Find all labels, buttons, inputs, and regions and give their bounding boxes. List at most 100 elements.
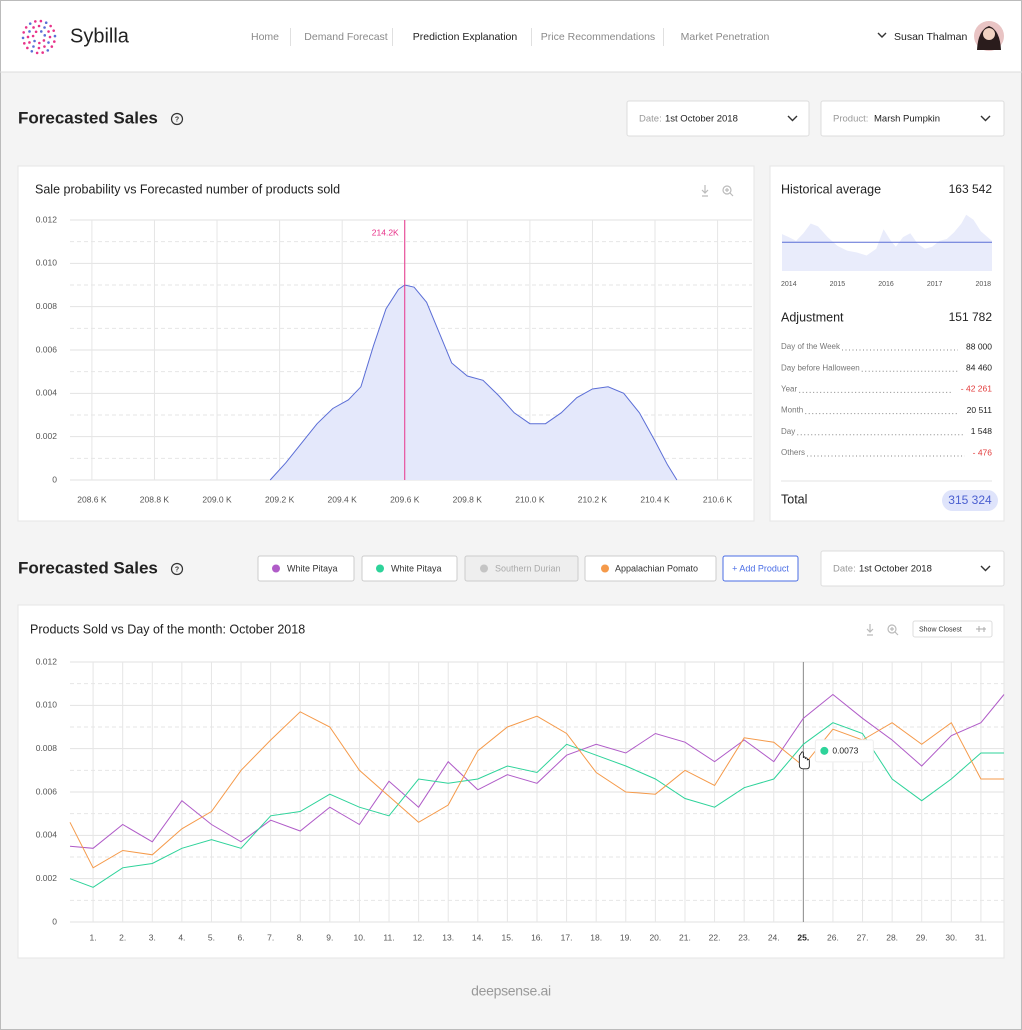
add-product[interactable]: + Add Product — [722, 555, 799, 582]
product-chip[interactable]: White Pitaya — [257, 555, 355, 582]
chip-dot — [601, 564, 609, 573]
chart-title: Products Sold vs Day of the month: Octob… — [30, 622, 305, 636]
x-tick-label: 209.8 K — [453, 494, 483, 504]
y-tick-label: 0.006 — [36, 344, 58, 354]
x-tick-label: 210.4 K — [640, 494, 670, 504]
y-tick-label: 0 — [52, 916, 57, 926]
date-dropdown[interactable]: Date: 1st October 2018 — [820, 550, 1005, 587]
chip-dot — [480, 564, 488, 573]
logo-dot — [26, 35, 30, 39]
nav-item[interactable]: Demand Forecast — [304, 31, 388, 43]
total-value: 315 324 — [948, 493, 992, 507]
x-tick-label: 2017 — [927, 281, 943, 288]
x-tick-label: 2014 — [781, 281, 797, 288]
series-line — [69, 722, 1004, 888]
adjustment-value: 84 460 — [966, 362, 992, 372]
x-tick-label: 20. — [649, 932, 661, 942]
x-tick-label: 209.6 K — [390, 494, 420, 504]
date-dropdown[interactable]: Date: 1st October 2018 — [626, 100, 810, 137]
dropdown-value: Marsh Pumpkin — [874, 114, 940, 125]
x-tick-label: 11. — [383, 932, 394, 942]
y-tick-label: 0.002 — [36, 873, 58, 883]
user-chevron[interactable] — [877, 32, 887, 38]
x-tick-label: 16. — [531, 932, 543, 942]
y-tick-label: 0.010 — [36, 700, 58, 710]
adjustment-value: 151 782 — [949, 310, 993, 324]
x-tick-label: 24. — [768, 932, 780, 942]
zoom-icon[interactable] — [722, 185, 734, 197]
series-line — [69, 711, 1004, 869]
tooltip-box — [814, 739, 874, 763]
logo-dot — [34, 30, 38, 34]
x-tick-label: 3. — [149, 932, 156, 942]
adjustment-value: 1 548 — [971, 426, 993, 436]
nav-item[interactable]: Prediction Explanation — [413, 31, 518, 43]
chip-label: White Pitaya — [391, 563, 442, 573]
logo-dot — [33, 39, 36, 43]
header — [1, 1, 1021, 72]
logo-dot — [48, 35, 52, 39]
show-closest[interactable]: Show Closest — [912, 620, 993, 638]
adjustment-label: Others — [781, 448, 805, 457]
nav-item[interactable]: Price Recommendations — [541, 31, 655, 43]
section-title: Forecasted Sales — [18, 558, 158, 577]
area-fill — [270, 285, 677, 480]
x-tick-label: 5. — [208, 932, 215, 942]
logo-dot — [44, 21, 48, 25]
chip-label: White Pitaya — [287, 563, 338, 573]
dropdown-box[interactable] — [820, 100, 1005, 137]
x-tick-label: 209.0 K — [202, 494, 232, 504]
x-tick-label: 10. — [354, 932, 366, 942]
chevron — [980, 565, 991, 572]
zoom-icon[interactable] — [887, 624, 899, 636]
logo-dot — [39, 30, 43, 33]
y-tick-label: 0.004 — [36, 388, 58, 398]
logo-dot — [47, 41, 50, 44]
help-icon[interactable] — [170, 112, 184, 126]
download-icon[interactable] — [701, 185, 709, 197]
avatar-face — [983, 28, 995, 40]
x-tick-label: 15. — [501, 932, 513, 942]
sparkline-area — [782, 214, 992, 271]
x-tick-label: 208.6 K — [77, 494, 107, 504]
x-tick-label: 210.2 K — [578, 494, 608, 504]
dropdown-box[interactable] — [626, 100, 810, 137]
nav-item[interactable]: Home — [251, 31, 279, 43]
historical-title: Historical average — [781, 182, 881, 196]
brand: Sybilla — [70, 25, 130, 47]
logo-dot — [52, 29, 55, 32]
product-chip-inactive[interactable]: Southern Durian — [464, 555, 579, 582]
adjustment-value: - 476 — [973, 447, 993, 457]
y-tick-label: 0.012 — [36, 656, 58, 666]
cursor — [798, 751, 810, 770]
logo-dot — [28, 22, 32, 25]
logo-dot — [37, 24, 41, 28]
nav-item[interactable]: Market Penetration — [681, 31, 770, 43]
product-chip[interactable]: Appalachian Pomato — [584, 555, 717, 582]
x-tick-label: 26. — [827, 932, 839, 942]
x-tick-label: 209.4 K — [328, 494, 358, 504]
adjustment-value: 88 000 — [966, 341, 992, 351]
download-icon[interactable] — [866, 624, 874, 636]
x-tick-label: 208.8 K — [140, 494, 170, 504]
adjustment-label: Day of the Week — [781, 342, 841, 351]
x-tick-label: 210.0 K — [515, 494, 545, 504]
logo-dot — [23, 42, 26, 45]
nav[interactable]: Home Demand Forecast Prediction Explanatio… — [251, 28, 770, 46]
product-dropdown[interactable]: Product: Marsh Pumpkin — [820, 100, 1005, 137]
x-tick-label: 4. — [178, 932, 185, 942]
user-name[interactable]: Susan Thalman — [894, 31, 968, 43]
product-chip[interactable]: White Pitaya — [361, 555, 458, 582]
x-tick-label: 8. — [297, 932, 304, 942]
x-tick-label: 2. — [119, 932, 126, 942]
help-icon[interactable] — [170, 562, 184, 576]
logo-dot — [34, 20, 37, 23]
logo-dot — [43, 34, 47, 37]
dropdown-box[interactable] — [820, 550, 1005, 587]
logo-dot — [31, 34, 35, 38]
dropdown-value: 1st October 2018 — [665, 114, 738, 125]
logo-dot — [35, 51, 39, 55]
logo-dot — [26, 46, 29, 50]
logo-dot — [43, 26, 46, 29]
